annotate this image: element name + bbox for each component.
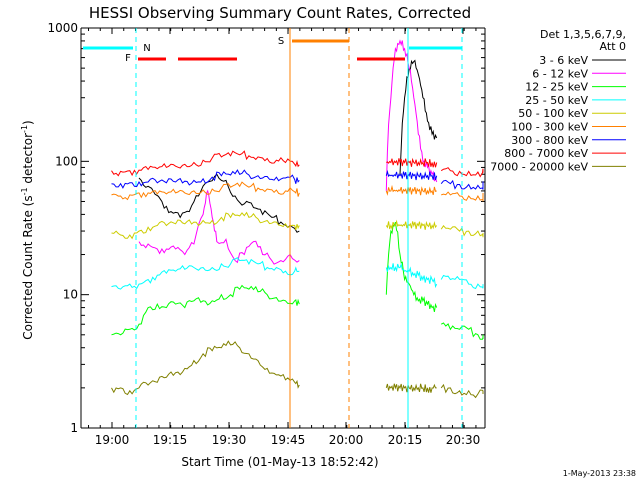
- legend-entry-label: 7000 - 20000 keV: [490, 160, 588, 173]
- y-tick-label: 10: [63, 288, 78, 302]
- x-tick-label: 20:00: [329, 433, 364, 447]
- y-axis-ticks: 1 10 100 1000: [47, 21, 485, 435]
- series-line: [385, 219, 438, 231]
- x-tick-label: 19:15: [153, 433, 188, 447]
- legend-entry-label: 50 - 100 keV: [518, 107, 588, 120]
- series-line: [440, 167, 484, 178]
- series-line: [440, 224, 484, 238]
- x-tick-label: 20:15: [388, 433, 423, 447]
- series-line: [441, 191, 484, 202]
- legend-entry-label: 3 - 6 keV: [539, 54, 588, 67]
- series-line: [385, 169, 438, 181]
- legend-title-line2: Att 0: [600, 40, 626, 53]
- x-tick-label: 19:45: [271, 433, 306, 447]
- y-axis-label: Corrected Count Rate (s-1 detector-1): [20, 120, 35, 339]
- series-line: [111, 211, 300, 240]
- flag-F-label: F: [125, 53, 131, 64]
- series-line: [138, 173, 300, 233]
- y-tick-label: 1: [70, 421, 78, 435]
- x-axis-ticks: 19:00 19:15 19:30 19:45 20:00 20:15 20:30: [88, 28, 481, 447]
- series-line: [111, 284, 300, 336]
- series-line: [385, 221, 438, 313]
- series-line: [440, 383, 484, 399]
- x-tick-label: 19:30: [212, 433, 247, 447]
- y-tick-label: 100: [55, 154, 78, 168]
- series-layer: [111, 39, 484, 399]
- legend-entry-label: 800 - 7000 keV: [504, 147, 588, 160]
- legend-entry-label: 12 - 25 keV: [525, 81, 588, 94]
- flag-layer: N F S: [83, 28, 463, 428]
- series-line: [385, 262, 438, 289]
- series-line: [440, 179, 484, 190]
- series-line: [385, 383, 437, 393]
- legend-entry-label: 6 - 12 keV: [532, 67, 588, 80]
- footer-timestamp: 1-May-2013 23:38: [563, 469, 636, 478]
- series-line: [111, 169, 300, 189]
- legend-entry-label: 300 - 800 keV: [511, 134, 588, 147]
- series-line: [440, 274, 484, 290]
- x-tick-label: 20:30: [446, 433, 481, 447]
- series-line: [111, 340, 300, 396]
- series-line: [440, 322, 484, 340]
- series-line: [111, 181, 300, 201]
- x-axis-label: Start Time (01-May-13 18:52:42): [181, 455, 378, 469]
- legend-title-line1: Det 1,3,5,6,7,9,: [540, 28, 626, 41]
- series-line: [138, 189, 300, 265]
- chart-title: HESSI Observing Summary Count Rates, Cor…: [89, 4, 471, 22]
- series-line: [385, 184, 437, 196]
- legend-entry-label: 100 - 300 keV: [511, 121, 588, 134]
- x-tick-label: 19:00: [95, 433, 130, 447]
- legend-entry-label: 25 - 50 keV: [525, 94, 588, 107]
- series-line: [111, 150, 300, 177]
- flag-S-label: S: [278, 36, 284, 47]
- y-tick-label: 1000: [47, 21, 78, 35]
- series-line: [386, 157, 438, 168]
- flag-N-label: N: [143, 43, 150, 54]
- series-line: [111, 257, 300, 290]
- series-line: [399, 59, 438, 175]
